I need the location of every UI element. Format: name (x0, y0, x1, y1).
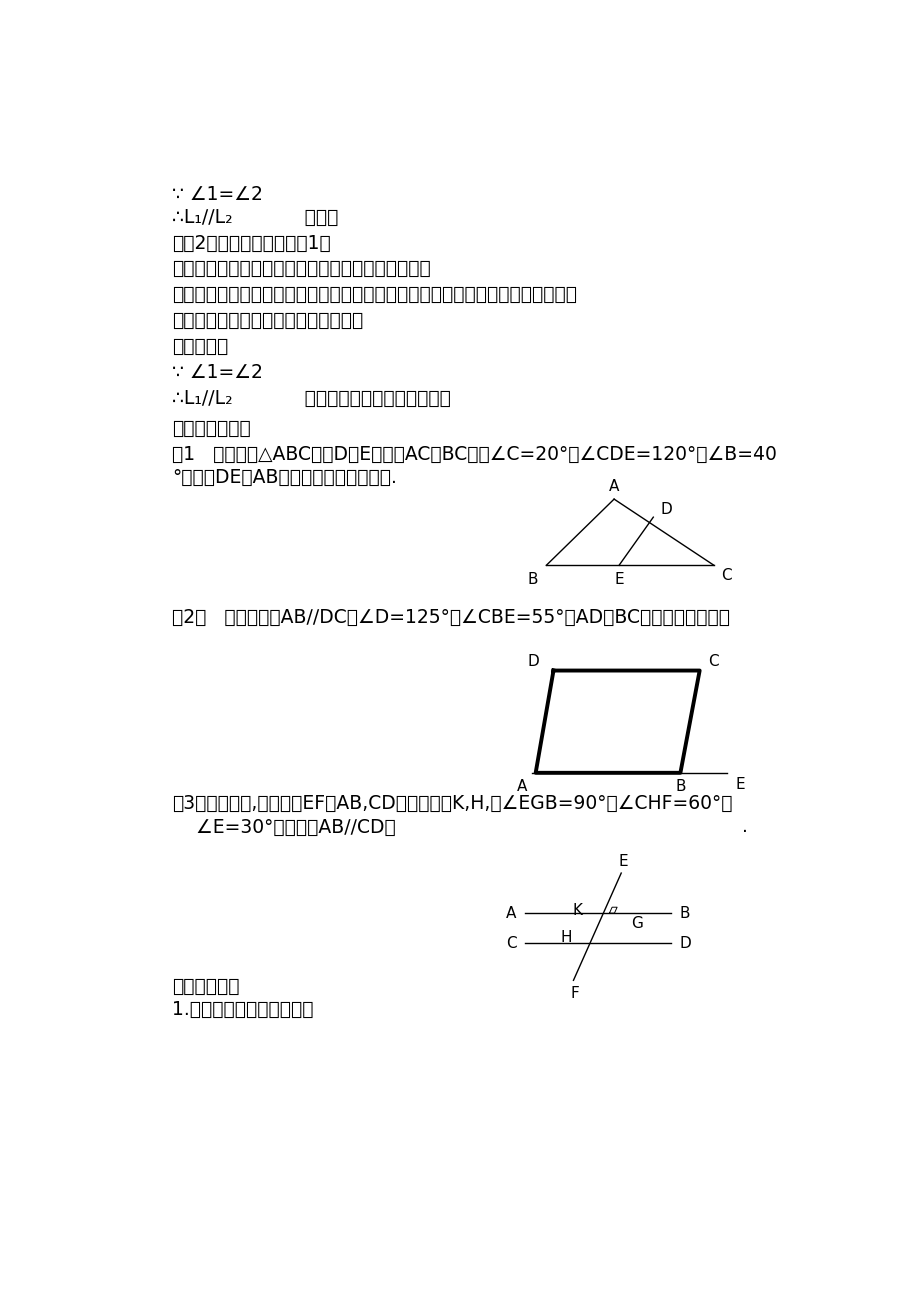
Text: 例3：如图所示,已知直线EF和AB,CD分别相交于K,H,且∠EGB=90°，∠CHF=60°，: 例3：如图所示,已知直线EF和AB,CD分别相交于K,H,且∠EGB=90°，∠… (172, 794, 732, 814)
Text: A: A (505, 906, 516, 921)
Text: 活动2：平行线的判定方法1：: 活动2：平行线的判定方法1： (172, 234, 331, 253)
Text: H: H (560, 930, 572, 945)
Text: C: C (708, 654, 718, 669)
Text: 简单地说：同位角相等，两直线平行。: 简单地说：同位角相等，两直线平行。 (172, 311, 363, 331)
Text: C: C (720, 568, 731, 583)
Text: A: A (516, 780, 527, 794)
Text: 四、课堂练习: 四、课堂练习 (172, 976, 239, 996)
Text: G: G (630, 915, 642, 931)
Text: D: D (527, 654, 539, 669)
Text: D: D (660, 501, 672, 517)
Text: 例2：   如图，已知AB∕∕DC，∠D=125°，∠CBE=55°，AD与BC平行吗？为什么？: 例2： 如图，已知AB∕∕DC，∠D=125°，∠CBE=55°，AD与BC平行… (172, 608, 730, 626)
Text: K: K (572, 902, 582, 918)
Text: D: D (679, 936, 691, 950)
Text: 三、例题讲解：: 三、例题讲解： (172, 419, 251, 439)
Text: B: B (675, 780, 685, 794)
Text: E: E (618, 854, 628, 868)
Text: ∴L₁∕∕L₂            （同位角相等，两直线平行）: ∴L₁∕∕L₂ （同位角相等，两直线平行） (172, 389, 450, 409)
Text: 几何叙述：: 几何叙述： (172, 337, 228, 357)
Text: ∵ ∠1=∠2: ∵ ∠1=∠2 (172, 363, 263, 383)
Text: 例1   如图，在△ABC中，D、E分别在AC、BC上，∠C=20°，∠CDE=120°，∠B=40: 例1 如图，在△ABC中，D、E分别在AC、BC上，∠C=20°，∠CDE=12… (172, 444, 776, 464)
Text: E: E (614, 572, 623, 587)
Text: B: B (527, 572, 538, 587)
Text: 语言叙述：两条直线被第三条直线所截，如果同位角相等，那么这两条直线平行。: 语言叙述：两条直线被第三条直线所截，如果同位角相等，那么这两条直线平行。 (172, 285, 576, 305)
Text: E: E (734, 777, 744, 793)
Text: B: B (679, 906, 689, 921)
Text: ∴L₁∕∕L₂            （？）: ∴L₁∕∕L₂ （？） (172, 208, 338, 227)
Text: .: . (742, 818, 747, 836)
Text: 由上面，同学们你能发现判定两直线平行的方法吗？: 由上面，同学们你能发现判定两直线平行的方法吗？ (172, 259, 430, 279)
Text: C: C (505, 936, 516, 950)
Text: ∠E=30°，试说明AB∕∕CD。: ∠E=30°，试说明AB∕∕CD。 (172, 818, 395, 836)
Text: °，请问DE与AB是否平行？并说明理由.: °，请问DE与AB是否平行？并说明理由. (172, 467, 396, 487)
Text: A: A (608, 479, 618, 493)
Text: ∵ ∠1=∠2: ∵ ∠1=∠2 (172, 185, 263, 204)
Text: F: F (570, 986, 579, 1001)
Text: 1.如图，下列条件不能判定: 1.如图，下列条件不能判定 (172, 1000, 313, 1019)
